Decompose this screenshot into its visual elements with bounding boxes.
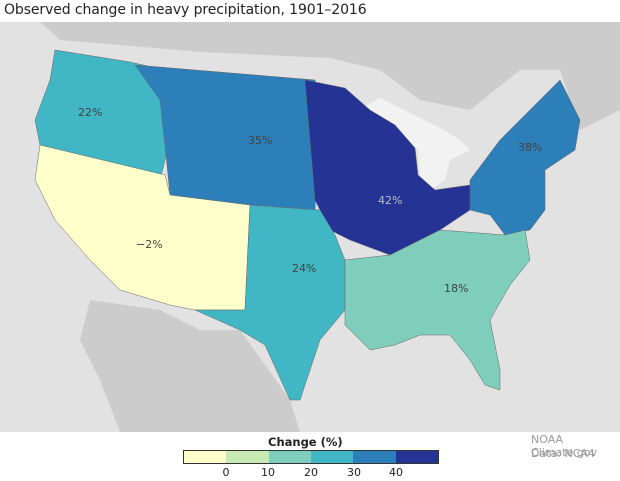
chart-title: Observed change in heavy precipitation, …	[4, 2, 367, 18]
region-great-plains-south	[194, 204, 346, 401]
region-label-great-plains-north: 35%	[248, 134, 273, 147]
region-label-southeast: 18%	[444, 282, 469, 295]
legend-color-bar	[183, 450, 439, 464]
legend-tick: 40	[389, 466, 403, 479]
legend-swatch-30-40	[353, 451, 396, 463]
region-southeast	[344, 229, 531, 391]
legend-tick: 0	[222, 466, 230, 479]
legend-tick: 30	[347, 466, 361, 479]
canada-land	[40, 22, 620, 130]
region-label-southwest: −2%	[136, 238, 163, 251]
region-southwest	[34, 144, 251, 311]
legend-swatch-below-0	[184, 451, 227, 463]
map-area	[0, 22, 620, 432]
region-label-northeast: 38%	[518, 141, 543, 154]
legend-swatch-20-30	[310, 451, 354, 463]
credit-data: Data: NCA4	[531, 447, 595, 460]
us-map	[34, 22, 620, 432]
mexico-land	[80, 300, 300, 432]
legend-title: Change (%)	[268, 435, 343, 449]
region-label-great-plains-south: 24%	[292, 262, 317, 275]
legend-tick: 10	[261, 466, 275, 479]
credit-source: NOAA Climate.gov	[531, 433, 598, 459]
region-label-midwest: 42%	[378, 194, 403, 207]
legend-swatch-10-20	[268, 451, 311, 463]
legend-tick: 20	[304, 466, 318, 479]
legend-swatch-0-10	[226, 451, 269, 463]
region-label-northwest: 22%	[78, 106, 103, 119]
region-northeast	[469, 79, 581, 236]
legend-swatch-above-40	[395, 451, 438, 463]
